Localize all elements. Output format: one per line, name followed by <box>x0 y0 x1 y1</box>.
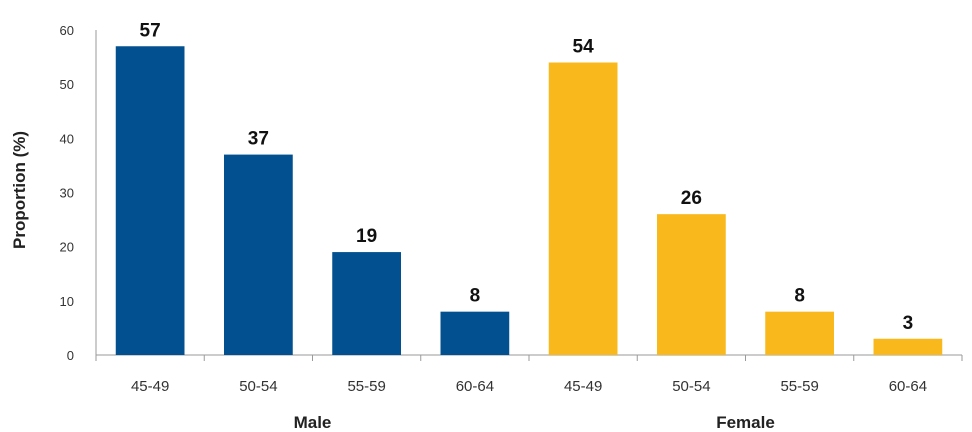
x-category-label: 60-64 <box>456 378 494 395</box>
x-category-label: 45-49 <box>564 378 602 395</box>
x-category-label: 55-59 <box>780 378 818 395</box>
group-label-male: Male <box>294 413 332 432</box>
y-tick-label: 0 <box>67 348 74 363</box>
x-category-label: 45-49 <box>131 378 169 395</box>
x-category-label: 50-54 <box>672 378 710 395</box>
x-tick-labels: 45-49 50-54 55-59 60-64 45-49 50-54 55-59 60-64 <box>131 378 927 395</box>
x-axis: 45-49 50-54 55-59 60-64 45-49 50-54 55-59 60-64 <box>95 354 963 395</box>
y-tick-label: 10 <box>60 294 74 309</box>
bar-value-label: 8 <box>470 286 481 307</box>
bar-value-label: 19 <box>356 226 377 247</box>
y-axis: 0 10 20 30 40 50 60 <box>60 23 97 363</box>
bar-male-55-59 <box>332 252 401 355</box>
bar-female-55-59 <box>765 311 834 355</box>
x-tick-marks <box>95 355 963 361</box>
bar-value-label: 37 <box>248 129 269 150</box>
bar-male-45-49 <box>115 46 185 355</box>
bar-value-label: 3 <box>903 313 914 334</box>
bar-female-45-49 <box>548 62 618 355</box>
y-tick-label: 60 <box>60 23 74 38</box>
y-tick-label: 40 <box>60 131 74 146</box>
bar-female-50-54 <box>657 214 726 355</box>
bar-male-50-54 <box>224 154 293 355</box>
bar-value-label: 54 <box>573 37 595 58</box>
bar-male-60-64 <box>440 311 510 355</box>
x-category-label: 50-54 <box>239 378 277 395</box>
x-category-label: 55-59 <box>347 378 385 395</box>
bars <box>115 46 943 355</box>
y-tick-label: 50 <box>60 77 74 92</box>
group-labels: Male Female <box>294 413 775 432</box>
y-tick-label: 20 <box>60 240 74 255</box>
bar-value-label: 26 <box>681 188 702 209</box>
y-axis-title: Proportion (%) <box>10 131 29 249</box>
y-tick-labels: 0 10 20 30 40 50 60 <box>60 23 74 363</box>
bar-female-60-64 <box>873 338 943 355</box>
bar-value-label: 57 <box>140 20 161 41</box>
y-tick-label: 30 <box>60 186 74 201</box>
group-label-female: Female <box>716 413 775 432</box>
bar-value-label: 8 <box>794 286 805 307</box>
data-labels: 57 37 19 8 54 26 8 3 <box>140 20 914 334</box>
x-category-label: 60-64 <box>889 378 927 395</box>
